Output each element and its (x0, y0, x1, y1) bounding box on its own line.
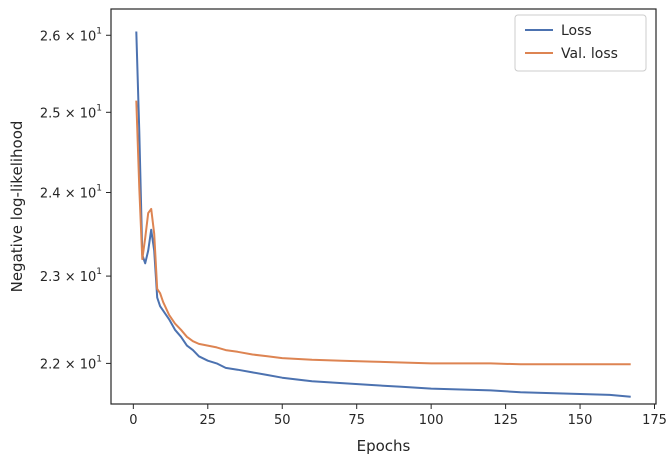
y-tick-label: 2.3 × 101 (40, 267, 102, 285)
series-line-val-loss (135, 100, 631, 366)
plot-area (135, 31, 631, 398)
legend-label: Val. loss (561, 46, 618, 62)
y-axis-label: Negative log-likelihood (8, 121, 26, 293)
x-tick-label: 75 (348, 413, 365, 428)
x-tick-label: 125 (493, 413, 518, 428)
y-tick-label: 2.4 × 101 (40, 183, 102, 201)
x-tick-label: 175 (642, 413, 667, 428)
x-tick-label: 25 (200, 413, 217, 428)
x-tick-label: 50 (274, 413, 291, 428)
series-line-loss (135, 31, 631, 398)
y-tick-label: 2.2 × 101 (40, 354, 102, 372)
x-axis: 0 25 50 75 100 125 150 175 (129, 404, 667, 428)
plot-frame (110, 8, 657, 405)
x-axis-label: Epochs (357, 437, 411, 455)
x-tick-label: 150 (568, 413, 593, 428)
legend: Loss Val. loss (514, 14, 647, 72)
y-tick-label: 2.5 × 101 (40, 103, 102, 121)
legend-label: Loss (561, 23, 592, 39)
y-axis: 2.2 × 101 2.3 × 101 2.4 × 101 2.5 × 101 2.6 … (40, 26, 111, 372)
x-tick-label: 100 (419, 413, 444, 428)
y-tick-label: 2.6 × 101 (40, 26, 102, 44)
x-tick-label: 0 (129, 413, 137, 428)
